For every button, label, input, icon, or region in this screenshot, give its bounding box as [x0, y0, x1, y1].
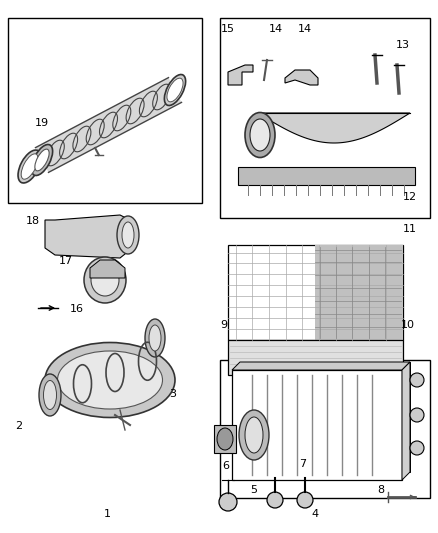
Bar: [220, 360, 430, 498]
Ellipse shape: [91, 264, 119, 296]
Text: 9: 9: [220, 320, 227, 330]
Text: 11: 11: [403, 224, 417, 234]
Ellipse shape: [149, 325, 161, 351]
Ellipse shape: [84, 257, 126, 303]
Polygon shape: [35, 78, 181, 172]
Circle shape: [219, 493, 237, 511]
Ellipse shape: [43, 381, 57, 409]
Text: 1: 1: [104, 510, 111, 519]
Circle shape: [410, 441, 424, 455]
Circle shape: [267, 492, 283, 508]
Polygon shape: [258, 113, 410, 143]
Polygon shape: [402, 362, 410, 480]
Ellipse shape: [122, 222, 134, 248]
Text: 6: 6: [222, 462, 229, 471]
Ellipse shape: [18, 150, 41, 183]
Ellipse shape: [250, 119, 270, 151]
Ellipse shape: [21, 154, 38, 179]
Text: 12: 12: [403, 192, 417, 202]
Polygon shape: [45, 215, 130, 258]
Text: 3: 3: [170, 390, 177, 399]
Text: 7: 7: [299, 459, 306, 469]
Text: 10: 10: [400, 320, 414, 330]
Ellipse shape: [45, 343, 175, 417]
Polygon shape: [228, 65, 253, 85]
Ellipse shape: [167, 78, 183, 102]
Polygon shape: [228, 245, 403, 340]
Text: 18: 18: [26, 216, 40, 226]
Text: 8: 8: [378, 486, 385, 495]
Text: 19: 19: [35, 118, 49, 127]
Ellipse shape: [239, 410, 269, 460]
Polygon shape: [232, 370, 402, 480]
Circle shape: [410, 408, 424, 422]
Text: 2: 2: [15, 422, 22, 431]
Polygon shape: [240, 362, 410, 472]
Bar: [8, 18, 202, 203]
Text: 14: 14: [297, 25, 311, 34]
Polygon shape: [238, 167, 415, 185]
Circle shape: [297, 492, 313, 508]
Ellipse shape: [117, 216, 139, 254]
Text: 17: 17: [59, 256, 73, 266]
Text: 14: 14: [269, 25, 283, 34]
Text: 15: 15: [221, 25, 235, 34]
Bar: [220, 18, 430, 218]
Polygon shape: [228, 340, 403, 375]
Polygon shape: [315, 245, 403, 340]
Ellipse shape: [57, 351, 162, 409]
Circle shape: [410, 373, 424, 387]
Text: 16: 16: [70, 304, 84, 314]
Ellipse shape: [35, 149, 49, 171]
Ellipse shape: [145, 319, 165, 357]
Text: 13: 13: [396, 41, 410, 50]
Text: 4: 4: [312, 510, 319, 519]
Polygon shape: [285, 70, 318, 85]
Polygon shape: [232, 362, 410, 370]
Ellipse shape: [32, 144, 53, 175]
Polygon shape: [90, 260, 125, 278]
Ellipse shape: [217, 428, 233, 450]
Polygon shape: [214, 425, 236, 453]
Ellipse shape: [245, 112, 275, 157]
Ellipse shape: [164, 75, 186, 106]
Ellipse shape: [39, 374, 61, 416]
Ellipse shape: [245, 417, 263, 453]
Text: 5: 5: [251, 486, 258, 495]
